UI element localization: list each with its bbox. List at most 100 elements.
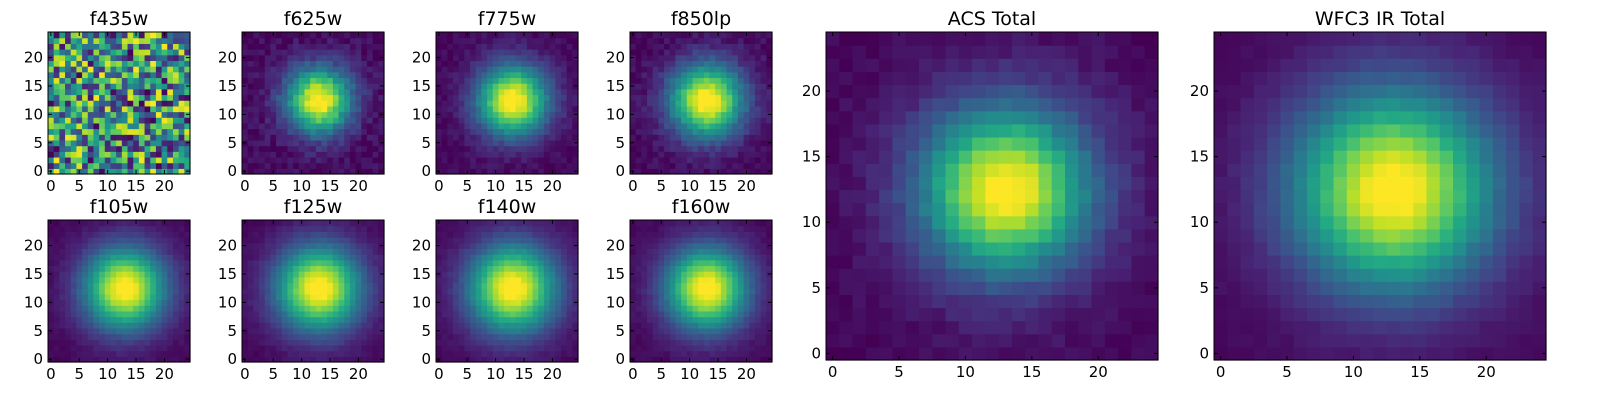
heatmap-cell: [287, 231, 294, 238]
heatmap-cell: [93, 37, 100, 44]
heatmap-cell: [144, 316, 151, 323]
heatmap-cell: [298, 225, 306, 232]
heatmap-cell: [686, 288, 694, 295]
heatmap-cell: [509, 162, 517, 169]
heatmap-cell: [361, 322, 368, 329]
heatmap-cell: [82, 43, 89, 50]
heatmap-cell: [572, 128, 579, 135]
heatmap-cell: [247, 333, 254, 340]
heatmap-cell: [338, 60, 345, 67]
heatmap-cell: [133, 339, 140, 346]
heatmap-cell: [53, 37, 60, 44]
heatmap-cell: [264, 43, 271, 50]
heatmap-cell: [349, 350, 357, 357]
heatmap-cell: [82, 66, 89, 73]
heatmap-cell: [293, 156, 300, 164]
heatmap-cell: [178, 237, 185, 244]
heatmap-cell: [475, 83, 483, 90]
heatmap-cell: [652, 356, 659, 363]
heatmap-cell: [172, 134, 180, 141]
heatmap-cell: [110, 71, 117, 79]
heatmap-cell: [686, 316, 694, 323]
heatmap-cell: [492, 83, 500, 90]
heatmap-cell: [372, 231, 379, 238]
heatmap-cell: [715, 293, 722, 301]
heatmap-cell: [453, 225, 460, 232]
heatmap-cell: [338, 151, 345, 158]
heatmap-cell: [515, 94, 522, 101]
heatmap-cell: [270, 344, 277, 352]
heatmap-cell: [726, 168, 733, 175]
heatmap-cell: [82, 259, 89, 267]
heatmap-cell: [509, 122, 517, 130]
heatmap-cell: [749, 168, 756, 175]
heatmap-cell: [298, 293, 306, 301]
heatmap-cell: [447, 83, 454, 90]
heatmap-cell: [338, 162, 345, 169]
heatmap-cell: [436, 105, 443, 113]
heatmap-cell: [366, 305, 374, 312]
heatmap-cell: [521, 49, 528, 56]
heatmap-cell: [315, 305, 323, 312]
heatmap-cell: [184, 117, 191, 124]
heatmap-cell: [647, 145, 654, 152]
heatmap-cell: [515, 248, 522, 255]
heatmap-cell: [264, 71, 271, 79]
heatmap-cell: [332, 339, 340, 346]
heatmap-cell: [247, 305, 254, 312]
heatmap-cell: [698, 310, 705, 318]
heatmap-cell: [93, 220, 100, 227]
heatmap-cell: [464, 242, 471, 249]
heatmap-cell: [104, 156, 112, 164]
heatmap-cell: [487, 122, 494, 130]
heatmap-cell: [630, 134, 637, 141]
heatmap-cell: [669, 83, 677, 90]
heatmap-cell: [504, 299, 511, 306]
heatmap-cell: [349, 94, 357, 101]
heatmap-cell: [281, 168, 289, 175]
y-tick-label: 5: [421, 322, 431, 340]
heatmap-cell: [184, 49, 191, 56]
heatmap-cell: [555, 54, 562, 61]
heatmap-cell: [481, 151, 488, 158]
heatmap-cell: [53, 265, 60, 272]
heatmap-cell: [281, 128, 289, 135]
heatmap-cell: [304, 111, 311, 118]
heatmap-cell: [178, 339, 185, 346]
heatmap-cell: [138, 94, 146, 101]
heatmap-cell: [737, 305, 745, 312]
heatmap-cell: [298, 265, 306, 272]
heatmap-cell: [172, 339, 180, 346]
heatmap-cell: [470, 168, 477, 175]
heatmap-cell: [549, 225, 556, 232]
heatmap-cell: [304, 94, 311, 101]
heatmap-cell: [150, 322, 157, 329]
heatmap-cell: [492, 88, 500, 96]
heatmap-cell: [464, 265, 471, 272]
x-tick-label: 20: [737, 177, 756, 195]
heatmap-cell: [138, 288, 146, 295]
heatmap-cell: [338, 49, 345, 56]
heatmap-cell: [110, 220, 117, 227]
heatmap-cell: [93, 344, 100, 352]
heatmap-cell: [281, 225, 289, 232]
heatmap-cell: [293, 333, 300, 340]
heatmap-cell: [349, 276, 357, 284]
heatmap-cell: [315, 242, 323, 249]
heatmap-cell: [338, 282, 345, 289]
heatmap-cell: [93, 350, 100, 357]
heatmap-cell: [526, 134, 534, 141]
heatmap-cell: [253, 271, 260, 278]
heatmap-cell: [703, 305, 711, 312]
heatmap-cell: [104, 350, 112, 357]
heatmap-cell: [532, 162, 539, 169]
heatmap-cell: [709, 356, 716, 363]
heatmap-cell: [566, 83, 573, 90]
heatmap-cell: [492, 77, 500, 84]
heatmap-cell: [475, 248, 483, 255]
x-tick-label: 5: [656, 177, 666, 195]
heatmap-cell: [487, 259, 494, 267]
heatmap-cell: [150, 220, 157, 227]
heatmap-cell: [453, 327, 460, 335]
